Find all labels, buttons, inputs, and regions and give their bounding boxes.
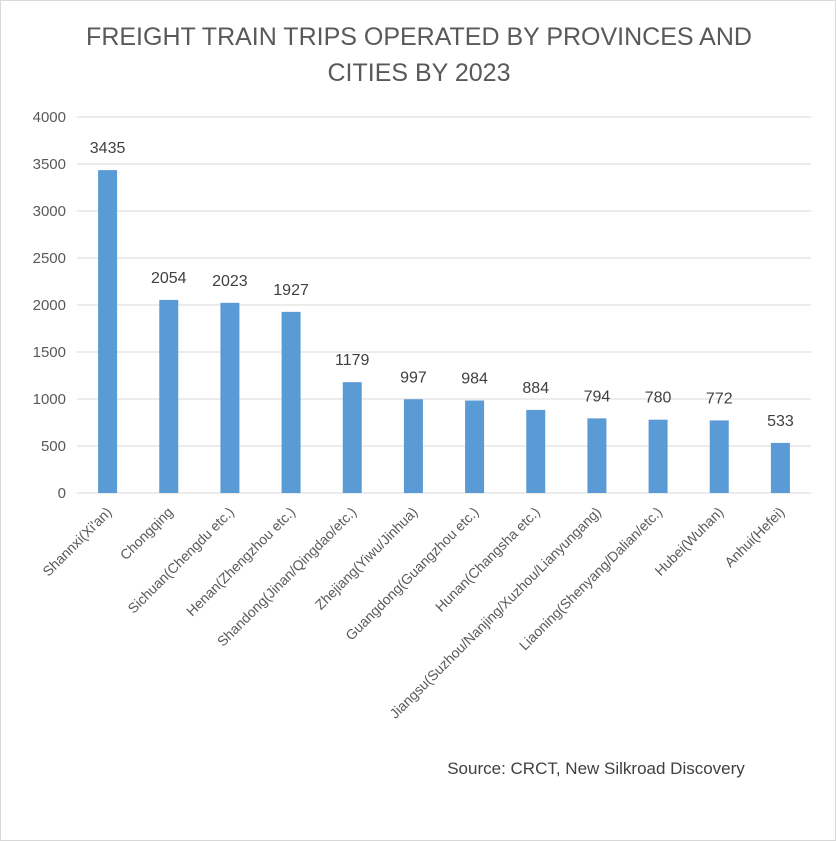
data-label: 780 bbox=[645, 390, 672, 407]
x-category-label: Jiangsu(Suzhou/Nanjing/Xuzhou/Lianyungan… bbox=[386, 504, 604, 722]
data-label: 772 bbox=[706, 390, 733, 407]
data-label: 2054 bbox=[151, 270, 187, 287]
bars bbox=[98, 170, 790, 494]
data-label: 1927 bbox=[273, 282, 309, 299]
x-category-label: Henan(Zhengzhou etc.) bbox=[183, 504, 298, 619]
bar bbox=[587, 418, 607, 493]
y-tick-label: 3000 bbox=[33, 203, 66, 220]
y-tick-label: 1000 bbox=[33, 391, 66, 408]
x-category-label: Zhejiang(Yiwu/Jinhua) bbox=[312, 504, 421, 613]
bar bbox=[98, 170, 118, 494]
bar bbox=[465, 400, 485, 493]
bar bbox=[281, 311, 301, 493]
bar bbox=[709, 420, 729, 493]
y-tick-label: 0 bbox=[58, 485, 66, 502]
data-label: 794 bbox=[584, 388, 611, 405]
y-tick-label: 2000 bbox=[33, 297, 66, 314]
bar bbox=[403, 399, 423, 493]
bar bbox=[770, 442, 790, 493]
x-category-label: Shannxi(Xi'an) bbox=[39, 504, 114, 579]
bar bbox=[159, 299, 179, 493]
data-labels: 3435 2054 2023 1927 1179 997 984 884 794 780 772 53… bbox=[90, 140, 794, 430]
bar bbox=[526, 409, 546, 493]
y-axis-tick-labels: 0 500 1000 1500 2000 2500 3000 3500 4000 bbox=[33, 109, 66, 502]
data-label: 984 bbox=[461, 371, 488, 388]
data-label: 884 bbox=[522, 380, 549, 397]
x-category-label: Anhui(Hefei) bbox=[721, 504, 787, 570]
data-label: 3435 bbox=[90, 140, 126, 157]
y-tick-label: 500 bbox=[41, 438, 66, 455]
source-note: Source: CRCT, New Silkroad Discovery bbox=[447, 759, 745, 778]
bar bbox=[342, 382, 362, 493]
y-tick-label: 2500 bbox=[33, 250, 66, 267]
x-category-label: Sichuan(Chengdu etc.) bbox=[124, 504, 237, 617]
x-category-label: Chongqing bbox=[117, 504, 176, 563]
y-tick-label: 4000 bbox=[33, 109, 66, 126]
data-label: 533 bbox=[767, 413, 794, 430]
bar bbox=[220, 302, 240, 493]
gridlines bbox=[77, 116, 811, 494]
chart-title-line-1: FREIGHT TRAIN TRIPS OPERATED BY PROVINCE… bbox=[86, 23, 752, 51]
y-tick-label: 1500 bbox=[33, 344, 66, 361]
data-label: 2023 bbox=[212, 273, 248, 290]
data-label: 997 bbox=[400, 369, 427, 386]
bar bbox=[648, 419, 668, 493]
y-tick-label: 3500 bbox=[33, 156, 66, 173]
data-label: 1179 bbox=[335, 352, 370, 369]
x-category-label: Hunan(Changsha etc.) bbox=[432, 504, 543, 615]
chart-title-line-2: CITIES BY 2023 bbox=[328, 59, 511, 87]
